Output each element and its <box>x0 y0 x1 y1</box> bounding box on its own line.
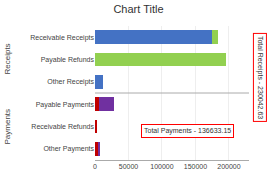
svg-text:200000: 200000 <box>217 163 240 170</box>
svg-text:Other Payments: Other Payments <box>43 145 94 153</box>
svg-text:Receivable Receipts: Receivable Receipts <box>30 34 94 42</box>
svg-text:Other Receipts: Other Receipts <box>47 78 94 86</box>
svg-text:0: 0 <box>93 163 97 170</box>
svg-text:100000: 100000 <box>150 163 173 170</box>
svg-text:Receivable Refunds: Receivable Refunds <box>31 123 94 130</box>
svg-text:50000: 50000 <box>119 163 139 170</box>
svg-text:Total Receipts - 230042.63: Total Receipts - 230042.63 <box>256 36 264 119</box>
svg-text:150000: 150000 <box>184 163 207 170</box>
svg-text:Payable Payments: Payable Payments <box>36 101 95 109</box>
svg-text:Payable Refunds: Payable Refunds <box>41 56 95 64</box>
svg-text:Payments: Payments <box>3 109 12 145</box>
svg-text:Total Payments - 136633.15: Total Payments - 136633.15 <box>144 127 231 135</box>
svg-text:Chart Title: Chart Title <box>113 3 163 15</box>
svg-text:Receipts: Receipts <box>3 43 12 74</box>
